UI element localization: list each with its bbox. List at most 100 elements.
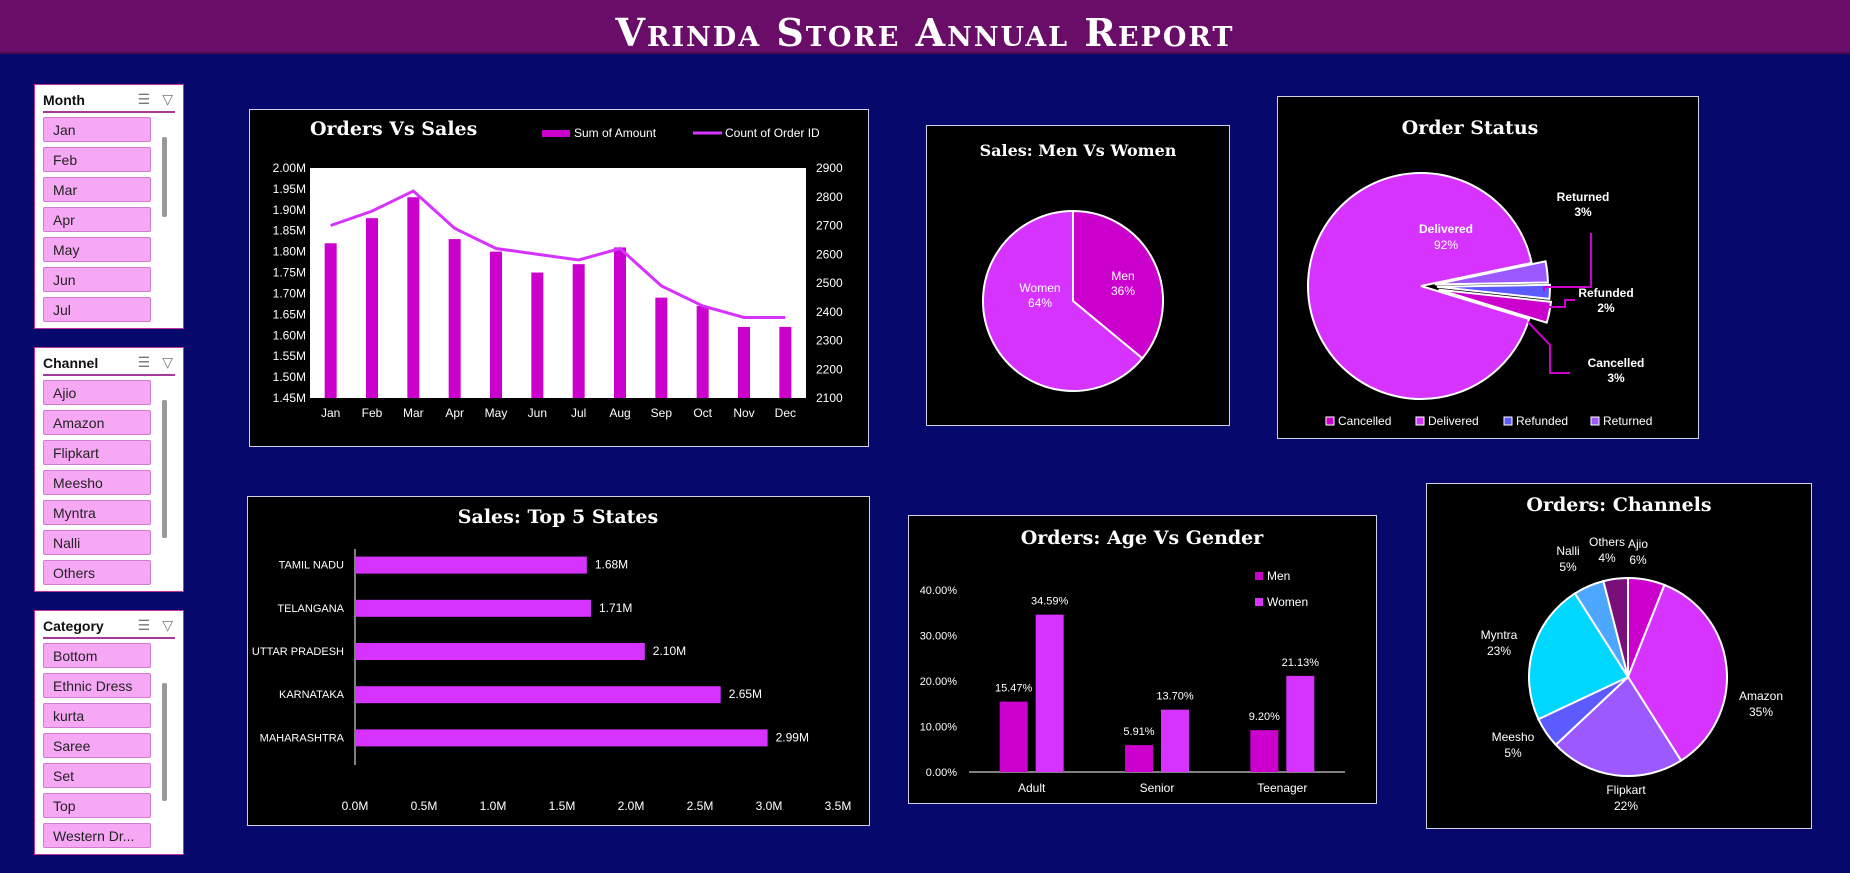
x-tick-label: 2.5M [687,799,714,813]
month-slicer[interactable]: Month ☰ ▽ Jan Feb Mar Apr May Jun Jul [34,84,184,329]
slicer-item-channel[interactable]: Myntra [43,500,151,525]
slicer-item-month[interactable]: Jun [43,267,151,292]
month-slicer-scrollbar[interactable] [162,137,167,217]
slicer-item-month[interactable]: Mar [43,177,151,202]
channels-panel[interactable]: Orders: Channels Ajio 6% Amazon 35% Flipkart 2… [1426,483,1812,829]
pie-pct-label: 64% [1028,296,1052,310]
bar-sum-of-amount [696,306,709,398]
y-category-label: UTTAR PRADESH [252,646,344,658]
chart-title: Sales: Men Vs Women [980,141,1177,160]
x-tick-label: Nov [733,406,754,420]
slicer-item-month[interactable]: Jul [43,297,151,322]
x-tick-label: Oct [693,406,712,420]
pie-label: Ajio [1628,537,1648,551]
slicer-item-month[interactable]: Apr [43,207,151,232]
slicer-item-category[interactable]: Top [43,793,151,818]
channel-slicer-title: Channel [43,355,99,371]
slicer-item-category[interactable]: Set [43,763,151,788]
pie-pct-label: 23% [1487,644,1511,658]
report-title: Vrinda Store Annual Report [615,10,1235,55]
slicer-item-category[interactable]: Ethnic Dress [43,673,151,698]
data-label: 5.91% [1123,726,1154,738]
category-slicer[interactable]: Category ☰ ▽ Bottom Ethnic Dress kurta Sa… [34,610,184,855]
status-pie-slice [1434,260,1549,286]
x-tick-label: Teenager [1257,781,1307,795]
y-category-label: KARNATAKA [279,689,345,701]
x-tick-label: Aug [609,406,630,420]
slicer-item-month[interactable]: Feb [43,147,151,172]
slicer-item-category[interactable]: Western Dr... [43,823,151,848]
bar-state-sales [355,556,587,574]
bar-sum-of-amount [614,247,626,398]
men-vs-women-panel[interactable]: Sales: Men Vs Women Men 36% Women 64% [926,125,1230,426]
multi-select-icon[interactable]: ☰ [137,91,151,107]
order-status-panel[interactable]: Order Status Delivered 92% Returned 3% Refund… [1277,96,1699,439]
clear-filter-icon[interactable]: ▽ [162,354,173,370]
slicer-item-category[interactable]: kurta [43,703,151,728]
order-status-chart: Order StatusDelivered92%Returned3%Refund… [1307,117,1652,428]
callout-label: Cancelled [1588,356,1645,370]
y-tick-label: 40.00% [920,585,958,597]
legend-swatch [1590,416,1600,426]
orders-vs-sales-panel[interactable]: Orders Vs Sales Sum of Amount Count of Ord… [249,109,869,447]
month-slicer-items: Jan Feb Mar Apr May Jun Jul [43,117,151,327]
x-tick-label: Mar [403,406,424,420]
pie-pct-label: 36% [1111,284,1135,298]
channels-pie-slice [1528,592,1630,721]
slicer-item-channel[interactable]: Nalli [43,530,151,555]
chart-title: Orders: Channels [1526,494,1711,516]
data-label: 1.71M [599,601,632,615]
slicer-item-channel[interactable]: Flipkart [43,440,151,465]
legend-swatch [1325,416,1335,426]
slicer-item-channel[interactable]: Meesho [43,470,151,495]
channel-slicer-scrollbar[interactable] [162,400,167,538]
pie-label: Meesho [1492,730,1535,744]
multi-select-icon[interactable]: ☰ [137,354,151,370]
x-tick-label: Sep [651,406,673,420]
x-tick-label: Jul [571,406,586,420]
legend-label: Women [1267,595,1308,609]
legend-label: Returned [1603,414,1652,428]
chart-title: Order Status [1402,117,1539,139]
data-label: 13.70% [1156,691,1194,703]
data-label: 21.13% [1282,657,1320,669]
bar-men [1250,730,1279,772]
bar-sum-of-amount [407,197,420,398]
slicer-item-month[interactable]: Jan [43,117,151,142]
status-pie-slice [1307,172,1533,400]
slicer-item-channel[interactable]: Others [43,560,151,585]
y-right-tick-label: 2800 [816,190,843,204]
y-category-label: TAMIL NADU [279,560,344,572]
category-slicer-scrollbar[interactable] [162,683,167,801]
channel-slicer[interactable]: Channel ☰ ▽ Ajio Amazon Flipkart Meesho M… [34,347,184,592]
callout-pct-label: 3% [1607,371,1625,385]
line-count-of-order-id [330,189,786,319]
channel-slicer-header: Channel ☰ ▽ [43,352,175,376]
y-tick-label: 20.00% [920,676,958,688]
y-right-tick-label: 2900 [816,161,843,175]
clear-filter-icon[interactable]: ▽ [162,91,173,107]
y-left-tick-label: 1.60M [273,328,306,342]
orders-vs-sales-chart: Orders Vs Sales Sum of Amount Count of Ord… [273,118,843,420]
x-tick-label: Senior [1140,781,1175,795]
slicer-item-category[interactable]: Bottom [43,643,151,668]
channels-chart: Orders: Channels Ajio 6% Amazon 35% Flipkart 2… [1481,494,1783,813]
clear-filter-icon[interactable]: ▽ [162,617,173,633]
status-pie-slice [1438,288,1553,324]
bar-sum-of-amount [655,297,668,398]
y-left-tick-label: 1.85M [273,224,306,238]
channels-pie-slice [1626,583,1728,762]
age-vs-gender-panel[interactable]: Orders: Age Vs Gender 40.00% 30.00% 20.00% 1… [908,515,1377,804]
multi-select-icon[interactable]: ☰ [137,617,151,633]
slicer-item-channel[interactable]: Amazon [43,410,151,435]
slicer-item-category[interactable]: Saree [43,733,151,758]
status-pie-slice [1436,283,1551,301]
slicer-item-month[interactable]: May [43,237,151,262]
y-tick-label: 10.00% [920,722,958,734]
y-right-tick-label: 2400 [816,305,843,319]
bar-men [999,701,1028,772]
pie-label: Men [1111,269,1134,283]
top-states-panel[interactable]: Sales: Top 5 States 0.0M 0.5M 1.0M 1.5M 2.0M 2… [247,496,870,826]
month-slicer-title: Month [43,92,85,108]
slicer-item-channel[interactable]: Ajio [43,380,151,405]
